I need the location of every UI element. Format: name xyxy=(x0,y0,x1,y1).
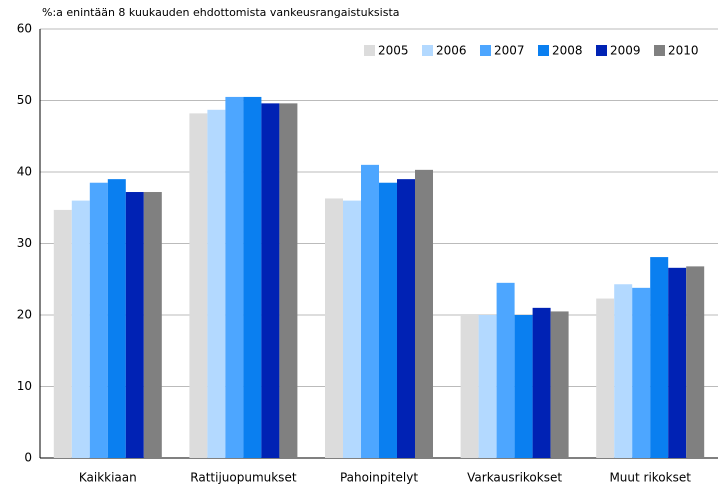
legend-label: 2005 xyxy=(378,44,409,58)
legend-label: 2007 xyxy=(494,44,525,58)
bar xyxy=(632,287,651,458)
legend-swatch xyxy=(364,45,375,56)
y-tick-label: 10 xyxy=(17,379,32,393)
bar xyxy=(478,315,497,458)
bar xyxy=(107,179,126,458)
legend-label: 2006 xyxy=(436,44,467,58)
bar xyxy=(460,315,479,458)
x-tick-label: Varkausrikokset xyxy=(467,471,562,485)
bar xyxy=(361,164,379,458)
bar xyxy=(343,200,361,458)
y-tick-label: 60 xyxy=(17,22,32,36)
bar xyxy=(125,192,144,458)
bar xyxy=(397,179,415,458)
bar xyxy=(71,200,90,458)
bar xyxy=(514,315,533,458)
bar xyxy=(650,257,669,458)
chart-title: %:a enintään 8 kuukauden ehdottomista va… xyxy=(42,6,400,19)
legend-label: 2008 xyxy=(552,44,583,58)
bar xyxy=(596,298,615,458)
bar xyxy=(614,284,633,458)
y-tick-label: 20 xyxy=(17,308,32,322)
y-tick-label: 30 xyxy=(17,236,32,250)
x-tick-label: Pahoinpitelyt xyxy=(340,471,418,485)
bar xyxy=(225,96,244,459)
bar xyxy=(279,103,298,459)
bar xyxy=(686,266,705,458)
bar xyxy=(668,267,687,458)
bar xyxy=(496,282,515,458)
bar xyxy=(143,192,162,458)
bar xyxy=(415,169,433,459)
y-tick-label: 0 xyxy=(24,451,32,465)
legend-swatch xyxy=(538,45,549,56)
y-tick-label: 40 xyxy=(17,165,32,179)
bar xyxy=(243,96,262,459)
legend-label: 2009 xyxy=(610,44,641,58)
legend-swatch xyxy=(480,45,491,56)
bar xyxy=(189,113,208,459)
y-tick-label: 50 xyxy=(17,93,32,107)
x-tick-label: Rattijuopumukset xyxy=(190,471,297,485)
bar xyxy=(550,311,569,458)
legend-label: 2010 xyxy=(668,44,699,58)
legend-swatch xyxy=(596,45,607,56)
legend-swatch xyxy=(422,45,433,56)
x-tick-label: Kaikkiaan xyxy=(79,471,137,485)
bar xyxy=(261,103,280,459)
bar xyxy=(53,209,72,458)
bar xyxy=(89,182,108,458)
bar xyxy=(207,109,226,459)
bar xyxy=(325,198,343,458)
x-tick-label: Muut rikokset xyxy=(609,471,691,485)
bar xyxy=(532,307,551,458)
legend-swatch xyxy=(654,45,665,56)
bar xyxy=(379,182,397,458)
